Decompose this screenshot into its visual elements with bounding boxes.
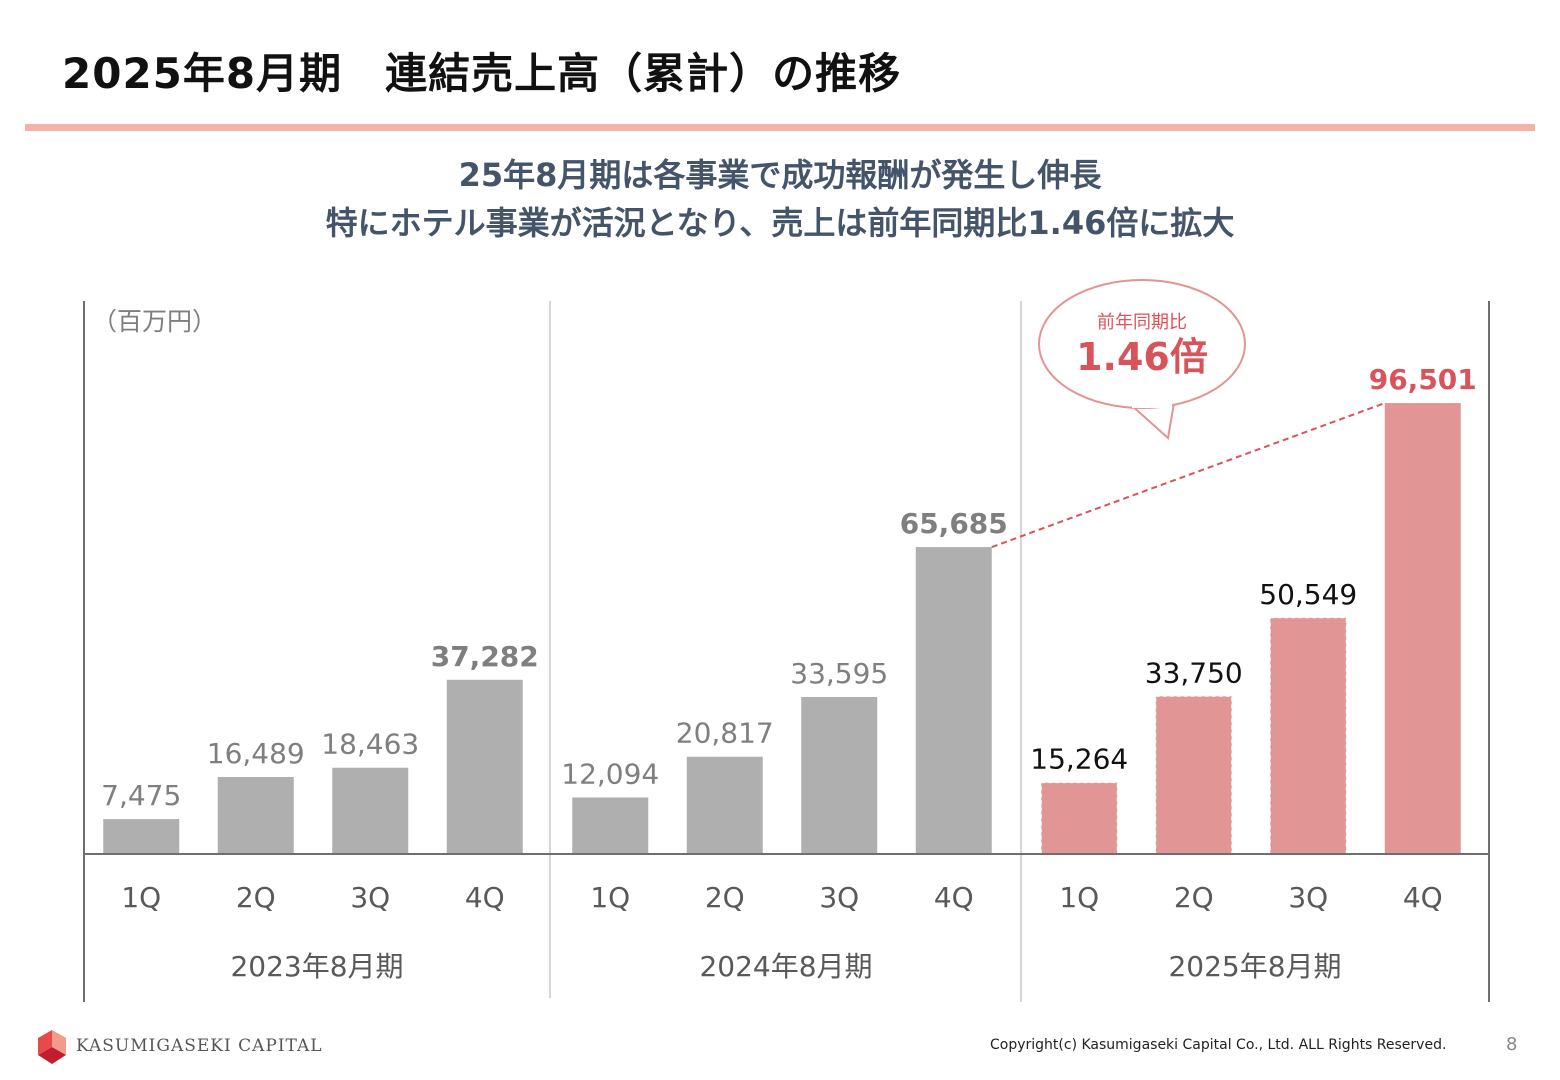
kasumigaseki-logo-icon [38, 1030, 66, 1064]
bar [1040, 782, 1118, 855]
bar [801, 697, 878, 854]
x-tick-label: 1Q [1059, 881, 1099, 914]
bar-value-label: 33,750 [1145, 656, 1243, 689]
bar-value-label: 65,685 [900, 507, 1008, 540]
sales-bar-chart: （百万円） 7,475 1Q 16,489 2Q 18,463 3Q 37,282 4Q 2023… [83, 279, 1490, 1002]
title-divider [25, 124, 1535, 131]
bar [1155, 695, 1233, 855]
bar-value-label: 16,489 [207, 737, 305, 770]
page-number: 8 [1506, 1034, 1518, 1055]
callout-value: 1.46倍 [1076, 335, 1208, 379]
logo-shape-bottom [38, 1047, 66, 1064]
logo-shape-left [38, 1030, 52, 1055]
summary-line-1: 25年8月期は各事業で成功報酬が発生し伸長 [458, 156, 1102, 194]
company-logo-text: KASUMIGASEKI CAPITAL [76, 1036, 323, 1056]
x-tick-label: 4Q [934, 881, 974, 914]
bar [1269, 617, 1347, 855]
x-tick-label: 1Q [121, 881, 161, 914]
logo-shape-right [52, 1030, 66, 1055]
x-tick-label: 1Q [590, 881, 630, 914]
bar-value-label: 96,501 [1369, 363, 1477, 396]
callout-label: 前年同期比 [1097, 312, 1187, 333]
copyright-text: Copyright(c) Kasumigaseki Capital Co., L… [990, 1037, 1447, 1053]
bar-value-label: 15,264 [1030, 743, 1128, 776]
unit-label: （百万円） [92, 307, 217, 336]
group-label: 2024年8月期 [699, 950, 872, 983]
x-tick-label: 2Q [236, 881, 276, 914]
bar [915, 547, 992, 854]
page-title: 2025年8月期 連結売上高（累計）の推移 [62, 49, 902, 98]
bar-value-label: 18,463 [321, 728, 419, 761]
x-tick-label: 4Q [1403, 881, 1443, 914]
growth-dashed-line [991, 402, 1386, 549]
summary-line-2: 特にホテル事業が活況となり、売上は前年同期比1.46倍に拡大 [325, 204, 1235, 242]
group-label: 2025年8月期 [1168, 950, 1341, 983]
bar [1384, 403, 1461, 854]
bar [572, 797, 649, 854]
x-tick-label: 4Q [465, 881, 505, 914]
callout-tail-mask [1132, 396, 1172, 408]
x-tick-label: 3Q [350, 881, 390, 914]
group-label: 2023年8月期 [230, 950, 403, 983]
bar-value-label: 12,094 [561, 757, 659, 790]
x-tick-label: 2Q [1174, 881, 1214, 914]
x-tick-label: 3Q [1288, 881, 1328, 914]
x-tick-label: 2Q [705, 881, 745, 914]
bar-value-label: 7,475 [101, 779, 181, 812]
bar [217, 776, 294, 854]
bar [686, 756, 763, 854]
bar-value-label: 20,817 [676, 717, 774, 750]
bar [332, 767, 409, 854]
bar-value-label: 50,549 [1259, 578, 1357, 611]
bar-value-label: 33,595 [790, 657, 888, 690]
x-tick-label: 3Q [819, 881, 859, 914]
bar [446, 679, 523, 854]
bar-value-label: 37,282 [431, 640, 539, 673]
bar [103, 819, 180, 854]
